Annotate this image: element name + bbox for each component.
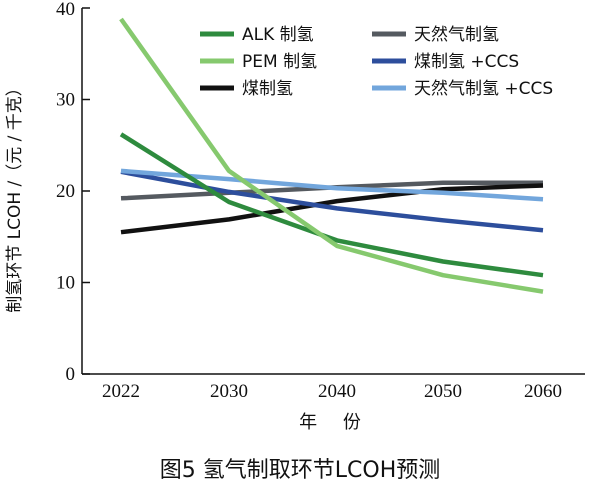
y-tick-label: 30 (56, 90, 75, 111)
x-tick-label: 2022 (102, 381, 140, 402)
plot-lines (119, 17, 544, 294)
x-tick-label: 2050 (424, 381, 462, 402)
y-tick-label: 0 (66, 364, 76, 385)
x-tick-label: 2040 (318, 381, 356, 402)
legend-label: 煤制氢 (242, 79, 293, 99)
legend-label: 天然气制氢 +CCS (414, 79, 553, 99)
y-tick-label: 10 (56, 273, 75, 294)
series-line (120, 168, 544, 202)
legend-label: PEM 制氢 (242, 52, 317, 72)
series-line (120, 169, 544, 233)
figure-caption: 图5 氢气制取环节LCOH预测 (159, 458, 441, 483)
y-tick-label: 40 (56, 0, 75, 20)
x-tick-label: 2030 (210, 381, 248, 402)
series-line (119, 132, 544, 278)
legend-label: 天然气制氢 (414, 25, 499, 45)
x-tick-label: 2060 (524, 381, 562, 402)
y-axis-label: 制氢环节 LCOH /（元 / 千克） (5, 79, 25, 313)
legend-label: 煤制氢 +CCS (414, 52, 519, 72)
y-ticks: 0 10 20 30 40 (56, 0, 90, 385)
x-ticks: 2022 2030 2040 2050 2060 (102, 381, 562, 402)
x-axis-label: 年 份 (299, 412, 371, 433)
legend-label: ALK 制氢 (242, 25, 314, 45)
series-line (120, 183, 544, 235)
y-tick-label: 20 (56, 181, 75, 202)
series-line (119, 17, 544, 294)
